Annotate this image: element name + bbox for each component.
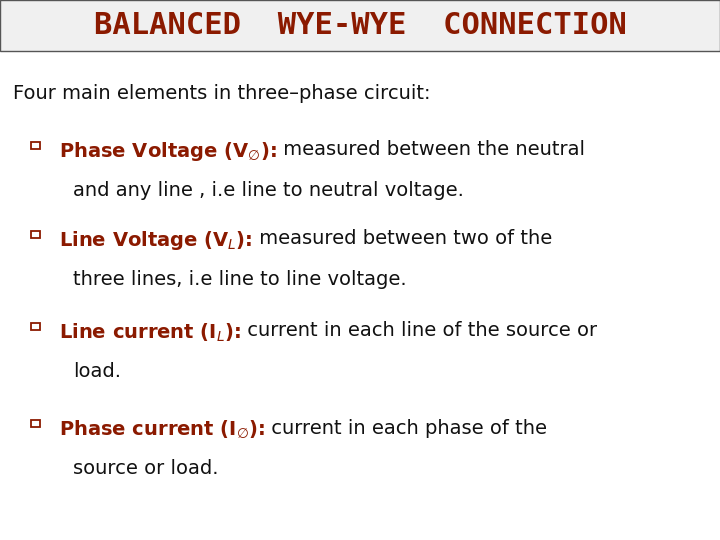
Bar <box>0 0 720 51</box>
Bar <box>31 323 40 330</box>
Text: Line Voltage (V$_L$):: Line Voltage (V$_L$): <box>59 230 253 253</box>
Text: three lines, i.e line to line voltage.: three lines, i.e line to line voltage. <box>73 270 407 289</box>
Text: Phase Voltage (V$_{\emptyset}$):: Phase Voltage (V$_{\emptyset}$): <box>59 140 276 164</box>
Text: and any line , i.e line to neutral voltage.: and any line , i.e line to neutral volta… <box>73 181 464 200</box>
Bar <box>31 420 40 427</box>
Text: BALANCED  WYE-WYE  CONNECTION: BALANCED WYE-WYE CONNECTION <box>94 11 626 40</box>
Text: Line current (I$_L$):: Line current (I$_L$): <box>59 321 241 343</box>
Bar <box>31 142 40 149</box>
Bar <box>31 231 40 238</box>
Text: measured between two of the: measured between two of the <box>253 230 552 248</box>
Text: current in each phase of the: current in each phase of the <box>265 418 547 437</box>
Text: Phase current (I$_{\emptyset}$):: Phase current (I$_{\emptyset}$): <box>59 418 265 440</box>
Text: Four main elements in three–phase circuit:: Four main elements in three–phase circui… <box>13 84 431 103</box>
Text: current in each line of the source or: current in each line of the source or <box>241 321 597 340</box>
Text: source or load.: source or load. <box>73 459 219 478</box>
Text: load.: load. <box>73 362 122 381</box>
Text: measured between the neutral: measured between the neutral <box>276 140 585 159</box>
